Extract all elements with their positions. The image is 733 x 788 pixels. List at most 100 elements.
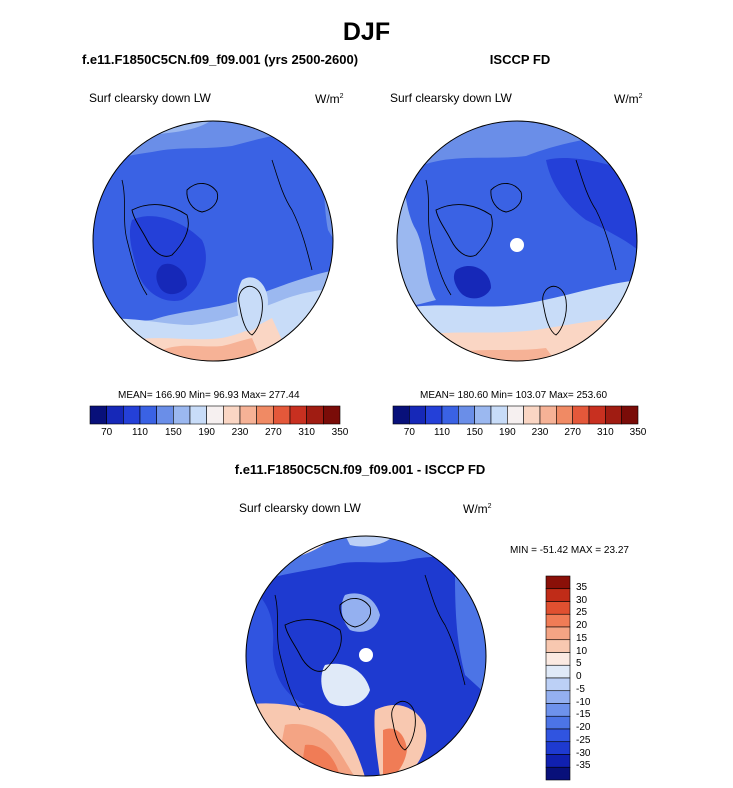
panel-obs-units: W/m2 <box>614 92 643 106</box>
colorbar-swatch <box>474 405 492 425</box>
colorbar-swatch <box>441 405 459 425</box>
colorbar-swatch <box>139 405 157 425</box>
colorbar-swatch <box>173 405 191 425</box>
figure-title: DJF <box>342 18 391 46</box>
colorbar-swatch <box>588 405 606 425</box>
colorbar-swatch <box>545 754 571 768</box>
panel-obs-map <box>396 120 638 362</box>
colorbar-swatch <box>556 405 573 425</box>
colorbar-swatch <box>545 613 571 628</box>
colorbar-tick-label: -25 <box>576 734 591 746</box>
colorbar-tick-label: 310 <box>596 427 614 438</box>
colorbar-tick-label: -15 <box>576 709 591 721</box>
colorbar-swatch <box>545 588 571 602</box>
colorbar-swatch <box>507 405 524 425</box>
panel-diff-variable: Surf clearsky down LW <box>239 501 361 515</box>
colorbar-tick-label: 70 <box>101 427 113 438</box>
panel-model-colorbar <box>89 405 341 425</box>
colorbar-swatch <box>539 405 557 425</box>
panel-model-title: f.e11.F1850C5CN.f09_f09.001 (yrs 2500-26… <box>81 52 359 67</box>
colorbar-tick-label: 230 <box>531 427 549 438</box>
colorbar-swatch <box>273 405 291 425</box>
colorbar-tick-label: -20 <box>576 722 591 733</box>
colorbar-swatch <box>545 766 571 781</box>
colorbar-swatch <box>89 405 107 425</box>
colorbar-swatch <box>106 405 124 425</box>
panel-model-colorbar-ticks: 70 110 150 190 230 270 310 350 <box>90 427 348 441</box>
colorbar-swatch <box>545 741 571 755</box>
colorbar-tick-label: 270 <box>264 427 282 438</box>
colorbar-tick-label: -5 <box>576 683 585 695</box>
colorbar-swatch <box>392 405 410 425</box>
colorbar-swatch <box>545 703 571 717</box>
colorbar-swatch <box>605 405 622 425</box>
colorbar-swatch <box>545 601 571 615</box>
colorbar-swatch <box>256 405 274 425</box>
colorbar-swatch <box>545 639 571 653</box>
colorbar-swatch <box>223 405 241 425</box>
colorbar-tick-label: 350 <box>629 427 647 438</box>
colorbar-swatch <box>545 715 571 730</box>
colorbar-swatch <box>545 664 571 679</box>
panel-diff-map <box>245 535 487 777</box>
panel-diff-stats: MIN = -51.42 MAX = 23.27 <box>510 545 629 556</box>
colorbar-tick-label: 350 <box>331 427 349 438</box>
panel-model-map <box>92 120 334 362</box>
panel-model-units: W/m2 <box>315 92 344 106</box>
panel-diff-title: f.e11.F1850C5CN.f09_f09.001 - ISCCP FD <box>234 462 486 477</box>
colorbar-tick-label: 15 <box>576 632 588 644</box>
colorbar-tick-label: 150 <box>164 427 182 438</box>
colorbar-swatch <box>425 405 443 425</box>
colorbar-tick-label: 0 <box>576 671 582 682</box>
panel-diff-colorbar-ticks: 35 30 25 20 15 10 5 0 -5 -10 -15 -20 -25 -30 -35 <box>574 576 614 780</box>
colorbar-tick-label: 190 <box>498 427 516 438</box>
panel-obs-colorbar-ticks: 70 110 150 190 230 270 310 350 <box>393 427 647 441</box>
colorbar-tick-label: 25 <box>576 607 588 619</box>
panel-model-stats: MEAN= 166.90 Min= 96.93 Max= 277.44 <box>118 390 300 401</box>
colorbar-swatch <box>545 690 571 704</box>
colorbar-tick-label: 70 <box>403 427 415 438</box>
missing-data-pole <box>359 648 373 662</box>
colorbar-tick-label: -35 <box>576 760 591 772</box>
colorbar-swatch <box>323 405 341 425</box>
colorbar-swatch <box>123 405 141 425</box>
colorbar-tick-label: 310 <box>298 427 315 438</box>
colorbar-swatch <box>621 405 639 425</box>
colorbar-tick-label: 110 <box>434 427 450 438</box>
panel-diff-colorbar <box>545 575 571 781</box>
colorbar-tick-label: 20 <box>576 620 588 631</box>
colorbar-swatch <box>572 405 590 425</box>
colorbar-swatch <box>306 405 324 425</box>
colorbar-tick-label: 190 <box>198 427 215 438</box>
missing-data-pole <box>510 238 524 252</box>
colorbar-tick-label: 110 <box>132 427 148 438</box>
panel-obs-variable: Surf clearsky down LW <box>390 91 512 105</box>
colorbar-tick-label: 270 <box>564 427 581 438</box>
panel-model-variable: Surf clearsky down LW <box>89 91 211 105</box>
colorbar-swatch <box>523 405 541 425</box>
panel-obs-colorbar <box>392 405 639 425</box>
colorbar-tick-label: 30 <box>576 594 588 606</box>
panel-obs-title: ISCCP FD <box>489 52 551 67</box>
colorbar-tick-label: 35 <box>576 581 588 593</box>
colorbar-tick-label: -10 <box>576 696 591 708</box>
colorbar-swatch <box>458 405 475 425</box>
panel-diff-units: W/m2 <box>463 502 492 516</box>
colorbar-tick-label: 10 <box>576 645 588 657</box>
colorbar-swatch <box>545 652 571 666</box>
colorbar-tick-label: 5 <box>576 658 582 670</box>
colorbar-swatch <box>409 405 426 425</box>
colorbar-tick-label: 150 <box>466 427 483 438</box>
colorbar-swatch <box>545 626 571 641</box>
colorbar-swatch <box>239 405 257 425</box>
colorbar-swatch <box>206 405 224 425</box>
colorbar-swatch <box>545 728 571 743</box>
colorbar-swatch <box>289 405 307 425</box>
colorbar-swatch <box>156 405 174 425</box>
colorbar-swatch <box>545 575 571 590</box>
colorbar-tick-label: 230 <box>231 427 249 438</box>
panel-obs-stats: MEAN= 180.60 Min= 103.07 Max= 253.60 <box>420 390 608 401</box>
colorbar-swatch <box>189 405 207 425</box>
colorbar-tick-label: -30 <box>576 747 591 759</box>
colorbar-swatch <box>490 405 508 425</box>
